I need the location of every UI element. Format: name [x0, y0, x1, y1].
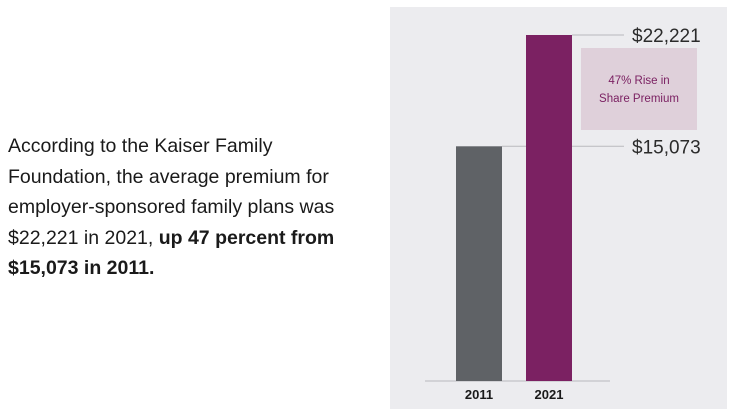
callout-line-2: Share Premium: [599, 93, 679, 105]
category-label-2021: 2021: [535, 387, 564, 402]
description-plain: According to the Kaiser Family Foundatio…: [8, 135, 335, 249]
callout-line-1: 47% Rise in: [608, 75, 669, 87]
bar-2011: [456, 146, 502, 381]
description-text: According to the Kaiser Family Foundatio…: [8, 131, 378, 284]
callout-box: [581, 48, 697, 130]
bar-2021: [526, 35, 572, 381]
value-label-2021: $22,221: [632, 26, 701, 47]
category-label-2011: 2011: [465, 387, 493, 402]
value-label-2011: $15,073: [632, 137, 701, 158]
description-bold: up 47 percent from $15,073 in 2011.: [8, 226, 335, 280]
